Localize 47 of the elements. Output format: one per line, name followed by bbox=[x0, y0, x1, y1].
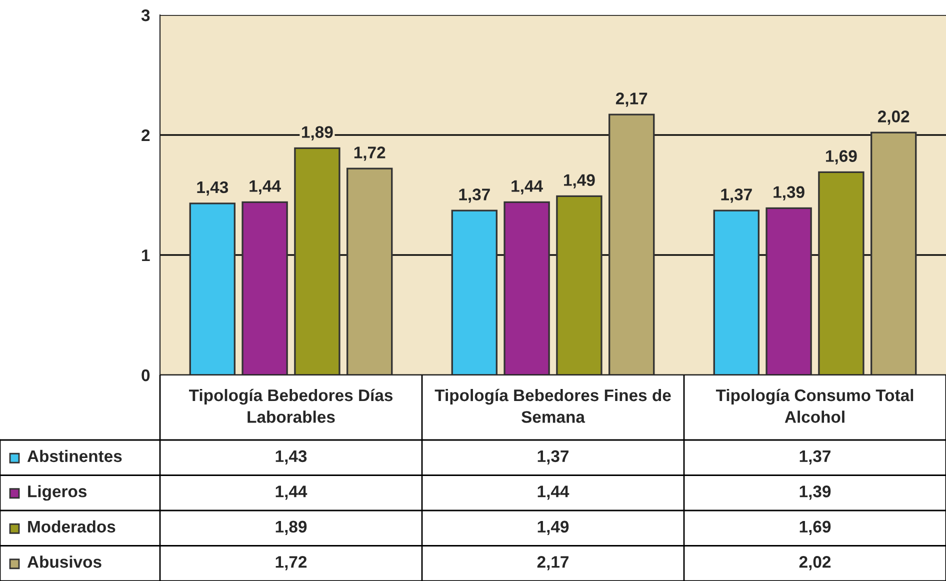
bar bbox=[504, 201, 550, 375]
x-tick-label: Tipología Bebedores Días Laborables bbox=[189, 388, 393, 423]
text: 1,44 bbox=[250, 180, 281, 194]
bar bbox=[346, 168, 393, 375]
bar bbox=[818, 171, 864, 375]
text: 1,72 bbox=[354, 146, 386, 161]
x-tick-label: Tipología Bebedores Fines de Semana bbox=[434, 388, 671, 423]
bar bbox=[608, 114, 655, 375]
text: 1,37 bbox=[459, 188, 490, 203]
data-label: 1,44 bbox=[538, 486, 570, 500]
y-tick-label: 1 bbox=[142, 250, 150, 262]
data-label: 1,69 bbox=[800, 520, 831, 536]
bar bbox=[294, 147, 340, 375]
bar bbox=[870, 132, 917, 375]
bar bbox=[556, 195, 602, 375]
data-label: 2,17 bbox=[537, 556, 568, 570]
bar bbox=[766, 207, 812, 375]
text: 1,89 bbox=[302, 126, 333, 140]
legend-label: Moderados bbox=[28, 520, 116, 533]
x-tick-label: Tipología Consumo Total Alcohol bbox=[716, 388, 914, 423]
y-tick-label: 3 bbox=[141, 9, 150, 22]
text: 1,39 bbox=[774, 186, 804, 200]
data-label: 1,89 bbox=[276, 520, 307, 536]
legend-label: Abstinentes bbox=[27, 450, 122, 462]
legend-label: Abusivos bbox=[27, 556, 102, 568]
text: 1,69 bbox=[826, 150, 857, 164]
legend-label: Ligeros bbox=[28, 485, 87, 501]
data-label: 2,02 bbox=[799, 556, 831, 570]
bar bbox=[713, 210, 760, 375]
bar bbox=[451, 210, 498, 375]
data-label: 1,37 bbox=[538, 450, 568, 465]
y-tick-label: 0 bbox=[142, 369, 150, 382]
text: 2,17 bbox=[616, 92, 648, 107]
text: 2,02 bbox=[878, 110, 910, 125]
y-tick-label: 2 bbox=[142, 129, 150, 142]
data-label: 1,49 bbox=[538, 520, 569, 536]
bar bbox=[242, 201, 288, 375]
text: 1,49 bbox=[564, 174, 595, 188]
text: 1,44 bbox=[512, 180, 543, 194]
text: 1,37 bbox=[721, 188, 752, 203]
text: 1,43 bbox=[197, 181, 228, 196]
bar bbox=[189, 202, 236, 375]
data-label: 1,39 bbox=[800, 486, 831, 500]
data-label: 1,72 bbox=[276, 556, 307, 570]
data-label: 1,43 bbox=[276, 450, 307, 465]
data-label: 1,44 bbox=[276, 486, 308, 500]
data-label: 1,37 bbox=[800, 450, 830, 465]
